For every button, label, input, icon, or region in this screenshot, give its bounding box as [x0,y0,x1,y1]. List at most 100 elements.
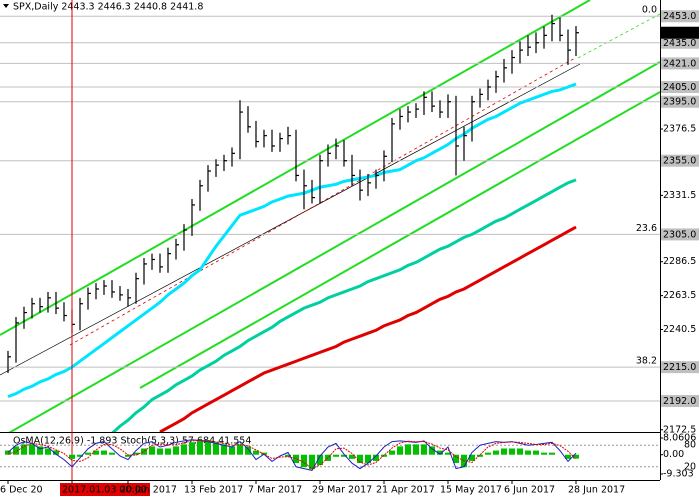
last-price-label: 2441.8 [663,28,696,39]
osma-bar [29,444,35,455]
osma-bar [213,442,219,455]
level-label: 2192.0 [663,396,696,407]
indicator-panel [0,439,660,471]
osma-bar [221,444,227,455]
indicator-title: OsMA(12,26,9) -1.893 Stoch(5,3,3) 57.684… [13,436,251,447]
osma-bar [405,444,411,455]
stoch-main [7,439,577,471]
moving-average [159,225,577,432]
menu-arrow [3,4,9,8]
x-tick-label: 13 Feb 2017 [184,485,243,496]
osma-bar [285,454,291,457]
level-label: 2405.0 [663,82,696,93]
stoch-tick-label: 80 [684,440,696,451]
osma-bar [333,454,339,457]
osma-bar [189,442,195,455]
osma-bar [413,444,419,455]
level-label: 2453.0 [663,11,696,22]
x-tick-label: 2017.01.03 00:00 [62,485,147,496]
osma-bar [173,446,179,455]
fib-label: 0.0 [642,5,657,16]
x-tick-label: 29 Mar 2017 [312,485,372,496]
osma-bar [421,444,427,455]
osma-bar [37,446,43,455]
osma-bar [453,454,459,464]
osma-bar [53,450,59,455]
osma-bar [501,448,507,455]
osma-bar [509,448,515,455]
indicator-tick-label: 8.0606 [663,433,696,444]
moving-average [111,178,577,432]
y-tick-label: 2376.5 [663,124,696,135]
osma-bar [349,454,355,459]
last-price-box [661,26,699,39]
osma-bar [525,450,531,455]
osma-bar [429,446,435,455]
level-label: 2215.0 [663,362,696,373]
channel-line [139,91,660,389]
osma-bar [373,454,379,461]
osma-bar [485,452,491,455]
level-label-box [661,80,699,93]
stoch-tick-label: 20 [684,461,696,472]
osma-bar [357,454,363,464]
osma-bar [125,454,131,457]
osma-bar [365,454,371,464]
x-tick-label: 6 Jun 2017 [504,485,555,496]
osma-bar [149,446,155,455]
fib-label: 38.2 [636,356,657,367]
stoch-signal [7,440,577,470]
osma-bar [309,454,315,470]
osma-bar [197,440,203,455]
chart-title: SPX,Daily 2443.3 2446.3 2440.8 2441.8 [13,2,203,13]
x-tick-label: 20 Jan 2017 [120,485,177,496]
osma-bar [109,452,115,455]
osma-bar [229,446,235,455]
osma-bar [293,454,299,464]
osma-bar [437,450,443,455]
level-label-box [661,36,699,49]
osma-bar [517,448,523,455]
fib-label: 23.6 [636,223,657,234]
level-label-box [661,10,699,23]
y-tick-label: 2240.5 [663,324,696,335]
y-tick-label: 2263.5 [663,290,696,301]
level-label: 2355.0 [663,156,696,167]
osma-bar [389,450,395,455]
x-tick-label: 6 Dec 20 [0,485,43,496]
x-tick-label: 7 Mar 2017 [248,485,302,496]
osma-bar [549,452,555,455]
osma-bar [13,446,19,455]
osma-bar [397,446,403,455]
fib-line [69,57,576,346]
level-label: 2395.0 [663,97,696,108]
moving-average [7,82,577,399]
osma-bar [93,450,99,455]
osma-bar [181,444,187,455]
osma-bar [493,450,499,455]
osma-bar [157,448,163,455]
level-label-box [661,95,699,108]
channel-line [8,61,660,432]
osma-bar [77,454,83,457]
osma-bar [45,448,51,455]
y-tick-label: 2286.5 [663,256,696,267]
osma-bar [21,444,27,455]
osma-bar [317,454,323,466]
osma-bar [237,444,243,455]
main-panel [0,14,660,432]
level-label-box [661,154,699,167]
channel-line [0,0,591,336]
osma-bar [85,452,91,455]
x-tick-label: 28 Jun 2017 [568,485,625,496]
level-label-box [661,57,699,70]
level-label: 2421.0 [663,58,696,69]
level-label-box [661,361,699,374]
osma-bar [253,450,259,455]
level-label-box [661,395,699,408]
osma-bar [477,454,483,457]
level-label: 2305.0 [663,229,696,240]
osma-bar [445,452,451,455]
drawings [0,0,660,432]
